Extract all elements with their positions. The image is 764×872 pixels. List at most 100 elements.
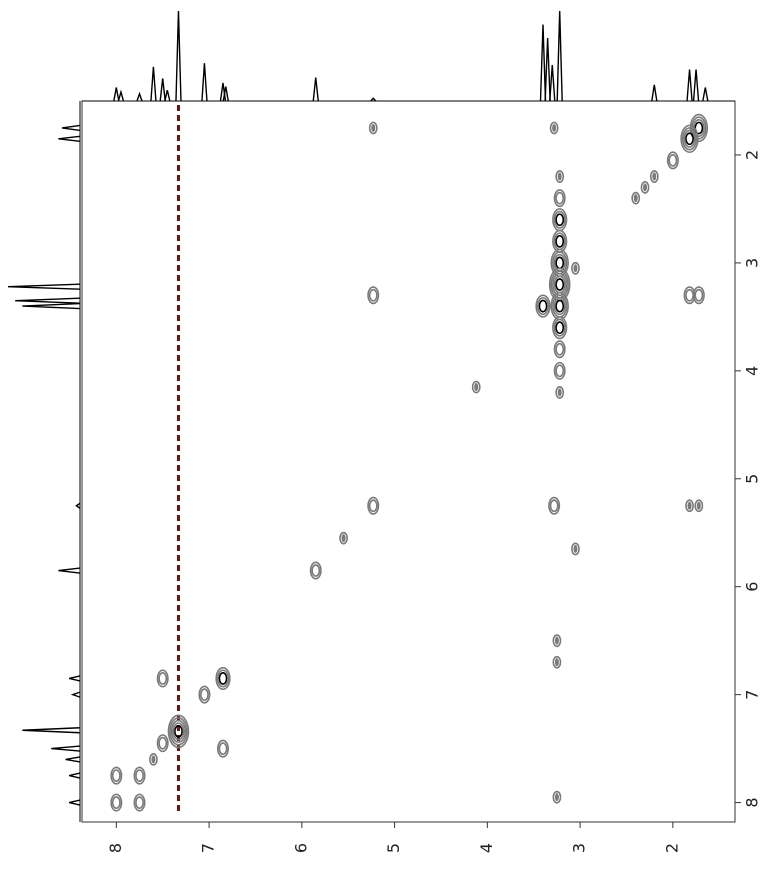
cross-peak — [555, 386, 565, 399]
contour-fill — [633, 194, 638, 203]
contour — [555, 364, 565, 378]
contour — [111, 769, 121, 782]
contour — [149, 752, 158, 766]
top-projection-peak — [556, 10, 563, 102]
top-projection-peak — [159, 78, 166, 102]
cross-peak — [471, 380, 481, 394]
left-projection-peak — [58, 135, 81, 142]
contour — [200, 688, 209, 702]
cross-peak — [339, 531, 348, 545]
cross-peak — [553, 189, 566, 208]
cross-peak — [553, 340, 566, 359]
contour — [555, 213, 565, 227]
x-tick-label: 5 — [384, 843, 403, 853]
contour — [156, 669, 169, 688]
cross-peak — [694, 499, 704, 513]
contour — [555, 191, 565, 205]
top-projection-peak — [312, 77, 319, 102]
contour — [158, 672, 168, 685]
contour — [535, 294, 551, 318]
left-projection-peak — [69, 799, 81, 806]
contour — [172, 722, 185, 741]
cross-peak — [555, 170, 565, 183]
contour — [555, 278, 565, 291]
cross-peak — [553, 361, 566, 380]
x-tick-label: 8 — [106, 843, 125, 853]
cross-peak — [156, 669, 169, 688]
contour — [215, 666, 231, 691]
contour — [555, 234, 565, 248]
y-tick-label: 7 — [743, 690, 762, 700]
contour — [571, 542, 580, 556]
cross-peak — [552, 634, 562, 648]
top-projection-peak — [544, 37, 551, 102]
contour — [553, 210, 566, 229]
contour-fill — [151, 755, 156, 764]
cross-peak — [133, 766, 146, 785]
cross-peak — [692, 286, 705, 305]
contour — [685, 499, 694, 513]
contour — [216, 739, 229, 758]
contour — [110, 766, 123, 785]
contour — [666, 151, 679, 170]
x-tick-label: 4 — [477, 843, 496, 853]
cross-peak — [631, 191, 641, 205]
top-projection-peak — [175, 10, 182, 102]
contour-fill — [643, 183, 648, 192]
x-tick-label: 2 — [662, 843, 681, 853]
left-projection-peak — [22, 727, 81, 734]
contour — [536, 297, 549, 316]
contour — [549, 499, 559, 513]
left-projection-peak — [7, 283, 81, 290]
contour — [339, 531, 348, 545]
cross-peak — [167, 714, 190, 749]
contour — [553, 340, 566, 359]
contour — [174, 724, 183, 738]
top-projection-peak — [222, 86, 229, 102]
contour-fill — [554, 636, 559, 645]
left-projection-peak — [51, 745, 81, 752]
contour — [216, 669, 229, 688]
top-projection-peak — [201, 63, 208, 102]
cross-peak — [548, 496, 561, 515]
contour — [368, 499, 378, 513]
contour-fill — [552, 123, 557, 132]
contour — [555, 321, 565, 335]
cross-peak — [198, 685, 211, 704]
contour-fill — [573, 264, 578, 273]
cross-peak — [571, 261, 580, 275]
left-projection-peak — [69, 675, 81, 682]
contour-fill — [687, 501, 692, 510]
cross-peak — [110, 793, 123, 812]
cross-peak — [666, 151, 679, 170]
top-projection-peak — [113, 87, 120, 102]
cross-peak — [156, 734, 169, 753]
y-tick-label: 5 — [743, 474, 762, 484]
contour-fill — [554, 658, 559, 667]
y-tick-label: 3 — [743, 258, 762, 268]
contour — [640, 180, 650, 194]
cross-peak — [110, 766, 123, 785]
contour — [135, 769, 144, 782]
left-projection-peak — [22, 302, 81, 310]
contour — [167, 714, 190, 749]
contour — [218, 742, 228, 756]
cross-peak — [552, 790, 562, 804]
cross-peak — [368, 121, 378, 135]
cross-peak — [215, 666, 231, 691]
y-tick-label: 8 — [743, 797, 762, 807]
top-projection-peak — [686, 69, 693, 102]
contour — [649, 170, 659, 183]
top-projection-peak — [117, 89, 125, 102]
contour-fill — [696, 501, 701, 510]
contour — [571, 261, 580, 275]
contour — [555, 170, 565, 183]
contour-fill — [557, 172, 562, 181]
top-projection-peak — [136, 91, 143, 102]
contour — [549, 121, 559, 135]
contour — [552, 634, 562, 648]
contour — [694, 499, 704, 513]
x-tick-label: 3 — [570, 843, 589, 853]
cross-peak — [549, 121, 559, 135]
